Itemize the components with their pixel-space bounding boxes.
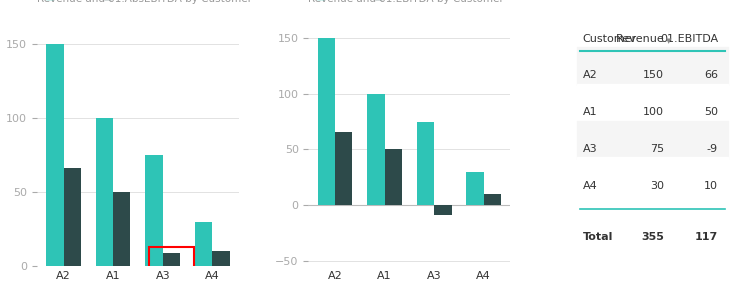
Text: 50: 50: [704, 107, 718, 117]
Bar: [417, 121, 434, 205]
Text: 100: 100: [643, 107, 665, 117]
Text: 355: 355: [642, 232, 665, 242]
Text: 66: 66: [704, 70, 718, 80]
Bar: [163, 253, 180, 266]
Text: -9: -9: [707, 144, 718, 154]
Bar: [577, 84, 728, 122]
Text: Revenue: Revenue: [616, 34, 665, 44]
Bar: [113, 192, 130, 266]
Legend: Revenue, 01.EBITDA: Revenue, 01.EBITDA: [313, 0, 440, 5]
Bar: [385, 149, 402, 205]
Bar: [577, 121, 728, 159]
Text: 10: 10: [704, 181, 718, 191]
Text: ▼: ▼: [665, 39, 671, 45]
Text: A1: A1: [583, 107, 597, 117]
Bar: [335, 132, 352, 205]
Text: 150: 150: [643, 70, 665, 80]
Bar: [367, 94, 385, 205]
Bar: [195, 222, 212, 266]
Bar: [46, 44, 64, 266]
Bar: [317, 38, 335, 205]
Text: 117: 117: [695, 232, 718, 242]
Bar: [145, 155, 163, 266]
Bar: [484, 194, 501, 205]
Bar: [95, 118, 113, 266]
Text: Total: Total: [583, 232, 613, 242]
Text: Customer: Customer: [583, 34, 637, 44]
Bar: [577, 157, 728, 195]
Bar: [577, 47, 728, 85]
Text: Revenue and 01.EBITDA by Customer: Revenue and 01.EBITDA by Customer: [309, 0, 504, 4]
Text: 30: 30: [650, 181, 665, 191]
Text: Revenue and 01.AbsEBITDA by Customer: Revenue and 01.AbsEBITDA by Customer: [37, 0, 252, 4]
Text: 75: 75: [650, 144, 665, 154]
Bar: [149, 247, 194, 268]
Legend: Revenue, 01.AbsEBITDA: Revenue, 01.AbsEBITDA: [42, 0, 186, 5]
Text: A3: A3: [583, 144, 597, 154]
Text: 01.EBITDA: 01.EBITDA: [660, 34, 718, 44]
Text: A2: A2: [583, 70, 597, 80]
Bar: [64, 168, 81, 266]
Bar: [466, 172, 484, 205]
Bar: [434, 205, 451, 215]
Text: A4: A4: [583, 181, 597, 191]
Bar: [212, 252, 229, 266]
